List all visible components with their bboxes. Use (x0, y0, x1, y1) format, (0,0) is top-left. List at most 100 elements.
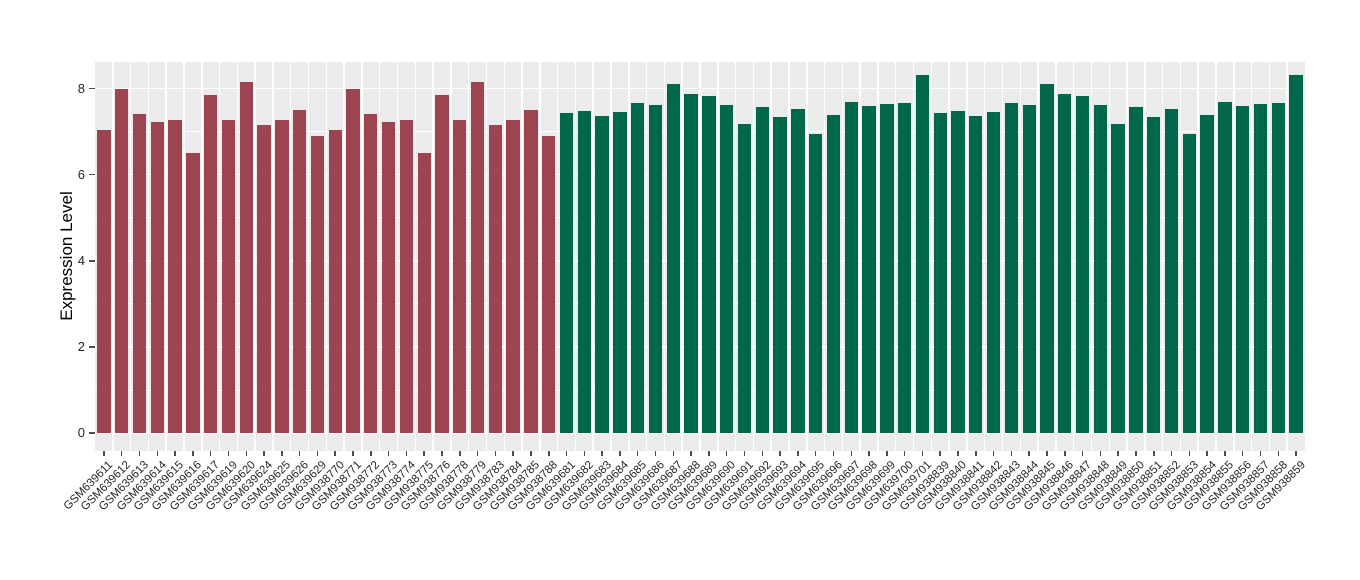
gridline-vertical (628, 62, 630, 451)
gridline-vertical (1179, 62, 1182, 451)
bar-GSM938771 (346, 88, 360, 433)
gridline-vertical (1233, 62, 1235, 451)
y-tick-label: 4 (77, 252, 85, 268)
x-tick (975, 451, 977, 456)
gridline-vertical (1072, 62, 1075, 451)
gridline-vertical (414, 62, 417, 451)
bar-GSM938850 (1129, 107, 1143, 433)
x-tick (725, 451, 728, 456)
bar-GSM639686 (648, 105, 663, 433)
gridline-vertical (1108, 62, 1110, 451)
bar-GSM938844 (1022, 105, 1036, 433)
gridline-vertical (1019, 62, 1022, 451)
bar-GSM938856 (1236, 105, 1250, 433)
bar-GSM938847 (1075, 96, 1090, 433)
bar-GSM639682 (577, 110, 591, 433)
bar-GSM639617 (203, 95, 218, 433)
x-tick (1081, 451, 1084, 456)
x-tick (743, 451, 746, 456)
bar-GSM938843 (1004, 102, 1019, 433)
x-tick (530, 451, 532, 456)
x-tick (1259, 451, 1262, 456)
gridline-vertical (770, 62, 772, 451)
bar-GSM639696 (826, 115, 841, 433)
gridline-vertical (201, 62, 203, 451)
gridline-vertical (1161, 62, 1164, 451)
x-tick (423, 451, 425, 456)
x-tick (227, 451, 230, 456)
gridline-vertical (218, 62, 221, 451)
x-tick (209, 451, 212, 456)
x-tick (797, 451, 799, 456)
bar-GSM938772 (364, 113, 378, 433)
x-tick (690, 451, 692, 456)
bar-GSM639695 (808, 133, 823, 433)
x-tick (441, 451, 443, 456)
x-tick (636, 451, 639, 456)
gridline-vertical (752, 62, 755, 451)
gridline-vertical (1215, 62, 1217, 451)
x-tick (192, 451, 194, 456)
x-tick (886, 451, 888, 456)
x-tick (387, 451, 390, 456)
gridline-vertical (485, 62, 488, 451)
x-tick (921, 451, 924, 456)
x-tick (405, 451, 408, 456)
gridline-vertical (1001, 62, 1004, 451)
bar-GSM639701 (915, 74, 930, 433)
x-tick (779, 451, 781, 456)
bar-GSM639616 (186, 153, 200, 433)
gridline-vertical (307, 62, 310, 451)
gridline-vertical (930, 62, 933, 451)
x-tick (1064, 451, 1066, 456)
gridline-vertical (539, 62, 541, 451)
x-tick (120, 451, 123, 456)
bar-GSM639624 (257, 125, 271, 433)
bar-GSM639619 (221, 120, 236, 433)
x-tick (903, 451, 906, 456)
y-tick (89, 87, 95, 90)
bar-GSM639625 (275, 120, 289, 433)
bar-GSM639615 (168, 120, 182, 433)
x-tick (1295, 451, 1297, 456)
x-tick (494, 451, 497, 456)
x-tick (512, 451, 514, 456)
bar-GSM639629 (310, 136, 325, 433)
x-tick (1046, 451, 1048, 456)
gridline-vertical (699, 62, 701, 451)
gridline-vertical (841, 62, 844, 451)
bar-GSM639614 (150, 122, 164, 433)
x-tick (583, 451, 586, 456)
bar-GSM639699 (880, 104, 894, 433)
bar-GSM938857 (1253, 104, 1268, 433)
gridline-vertical (1144, 62, 1146, 451)
bar-GSM938784 (506, 120, 520, 433)
gridline-vertical (894, 62, 897, 451)
bar-GSM639612 (115, 88, 129, 433)
bar-GSM639692 (755, 107, 769, 433)
y-tick-label: 2 (77, 338, 85, 354)
x-tick (761, 451, 764, 456)
bar-GSM639689 (702, 96, 716, 433)
bar-GSM938773 (381, 122, 396, 433)
x-tick (281, 451, 283, 456)
gridline-vertical (983, 62, 986, 451)
gridline-vertical (450, 62, 452, 451)
gridline-vertical (966, 62, 968, 451)
x-tick (1188, 451, 1191, 456)
gridline-vertical (912, 62, 915, 451)
bar-GSM938840 (951, 110, 965, 433)
gridline-vertical (592, 62, 594, 451)
gridline-vertical (467, 62, 470, 451)
y-tick-label: 6 (77, 166, 85, 182)
bar-GSM938785 (524, 109, 538, 433)
x-tick (298, 451, 301, 456)
gridline-vertical (503, 62, 505, 451)
x-tick (1241, 451, 1244, 456)
bar-GSM938788 (542, 136, 556, 433)
x-tick (1170, 451, 1173, 456)
x-tick (263, 451, 265, 456)
x-tick (352, 451, 354, 456)
bar-GSM639694 (791, 109, 805, 433)
